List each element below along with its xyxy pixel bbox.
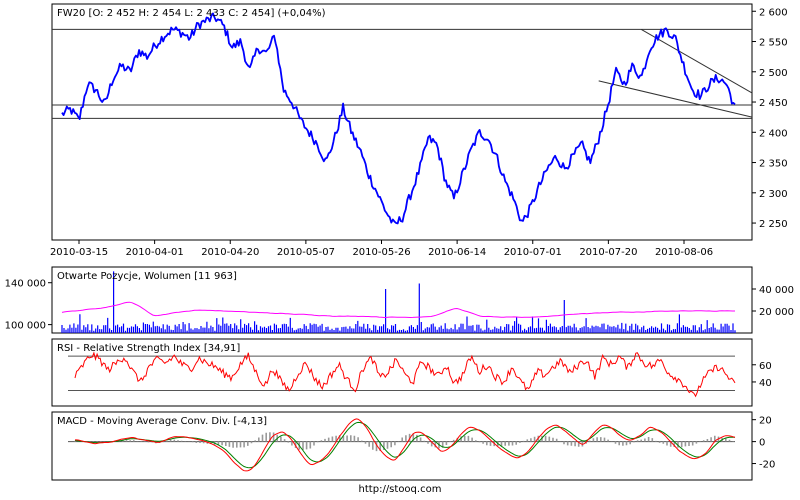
macd-tick-label: -20	[759, 460, 775, 471]
macd-panel	[51, 411, 753, 481]
rsi-panel	[51, 338, 753, 407]
rsi-tick-label: 60	[759, 361, 772, 372]
y-tick-label: 2 450	[759, 98, 788, 109]
rsi-panel-title: RSI - Relative Strength Index [34,91]	[57, 343, 240, 354]
y-tick-label: 2 400	[759, 128, 788, 139]
y-tick-label: 2 600	[759, 7, 788, 18]
y-tick-label: 2 350	[759, 159, 788, 170]
volume-panel-title: Otwarte Pozycje, Wolumen [11 963]	[57, 271, 237, 282]
right-tick-label: 20 000	[759, 307, 794, 318]
footer-source-link[interactable]: http://stooq.com	[358, 484, 442, 495]
x-tick-label: 2010-06-14	[428, 247, 486, 258]
x-tick-label: 2010-03-15	[50, 247, 108, 258]
left-tick-label: 100 000	[5, 321, 46, 332]
open-interest-line	[61, 301, 735, 319]
y-tick-label: 2 500	[759, 68, 788, 79]
x-tick-label: 2010-08-06	[655, 247, 713, 258]
y-tick-label: 2 550	[759, 38, 788, 49]
left-tick-label: 140 000	[5, 279, 46, 290]
x-tick-label: 2010-07-20	[579, 247, 637, 258]
macd-tick-label: 20	[759, 416, 772, 427]
right-tick-label: 40 000	[759, 285, 794, 296]
trend-line	[641, 28, 753, 94]
x-tick-label: 2010-04-01	[126, 247, 184, 258]
macd-panel-title: MACD - Moving Average Conv. Div. [-4,13]	[57, 416, 267, 427]
volume-bars	[61, 271, 736, 333]
y-tick-label: 2 300	[759, 189, 788, 200]
x-tick-label: 2010-07-01	[504, 247, 562, 258]
x-tick-label: 2010-05-26	[352, 247, 410, 258]
rsi-line	[74, 351, 736, 398]
macd-tick-label: 0	[759, 438, 765, 449]
price-panel	[51, 3, 753, 241]
y-tick-label: 2 250	[759, 219, 788, 230]
trend-line	[598, 80, 753, 118]
rsi-tick-label: 40	[759, 378, 772, 389]
x-tick-label: 2010-04-20	[201, 247, 259, 258]
x-tick-label: 2010-05-07	[277, 247, 335, 258]
price-panel-title: FW20 [O: 2 452 H: 2 454 L: 2 433 C: 2 45…	[57, 8, 326, 19]
macd-line	[75, 418, 736, 472]
price-series-line	[61, 12, 736, 225]
